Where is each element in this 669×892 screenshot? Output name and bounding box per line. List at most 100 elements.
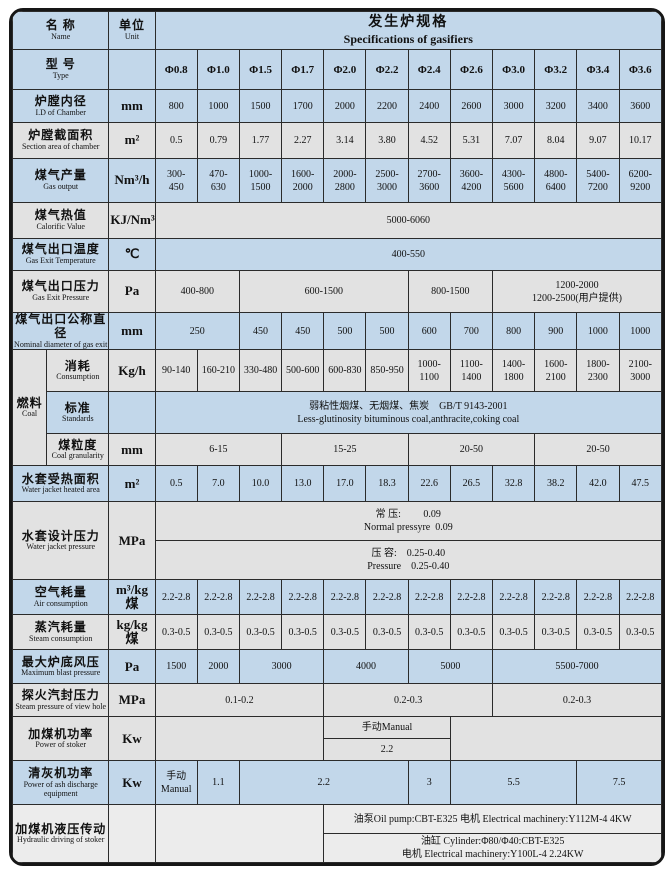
table-cell: 600 — [407, 311, 451, 351]
table-cell: 2.2-2.8 — [196, 579, 240, 616]
table-cell: 800 — [491, 311, 536, 351]
row-label: 煤气出口温度 Gas Exit Temperature — [12, 238, 110, 271]
table-cell: 15-25 — [281, 433, 409, 467]
row-steam: 蒸汽耗量 Steam consumption kg/kg煤 0.3-0.5 0.3-0.… — [12, 614, 662, 651]
header-unit: 单位 Unit — [108, 11, 156, 50]
row-exit-pressure: 煤气出口压力 Gas Exit Pressure Pa 400-800 600-1500… — [12, 270, 662, 313]
row-gas-output: 煤气产量 Gas output Nm³/h 300- 450 470- 630 1000- 15… — [12, 158, 662, 203]
table-cell: 2000 — [196, 649, 240, 685]
table-cell: 400-550 — [154, 238, 662, 271]
table-cell: 18.3 — [365, 465, 409, 503]
table-cell: 0.3-0.5 — [196, 614, 240, 651]
table-cell: 2.2-2.8 — [491, 579, 536, 616]
row-label: 加煤机液压传动 Hydraulic driving of stoker — [12, 804, 110, 864]
table-cell: Φ2.4 — [407, 49, 451, 90]
table-cell: 0.79 — [196, 122, 240, 159]
table-cell: 2.2-2.8 — [365, 579, 409, 616]
unit-cell — [108, 391, 156, 435]
unit-cell: MPa — [108, 501, 156, 581]
table-cell: 9.07 — [576, 122, 620, 159]
table-cell: 0.5 — [154, 465, 198, 503]
table-cell: 0.3-0.5 — [154, 614, 198, 651]
table-cell: 0.3-0.5 — [576, 614, 620, 651]
table-cell: 20-50 — [407, 433, 536, 467]
table-cell: 250 — [154, 311, 240, 351]
unit-cell: mm — [108, 89, 156, 123]
header-spec: 发生炉规格 Specifications of gasifiers — [154, 11, 662, 50]
row-header: 名 称 Name 单位 Unit 发生炉规格 Specifications of gasi… — [12, 11, 662, 50]
table-cell: 700 — [449, 311, 493, 351]
unit-cell: m² — [108, 465, 156, 503]
row-label: 煤气出口公称直径 Nominal diameter of gas exit — [12, 311, 110, 351]
table-cell: Φ2.6 — [449, 49, 493, 90]
table-cell: 450 — [238, 311, 283, 351]
row-chamber-id: 炉膛内径 I.D of Chamber mm 800 1000 1500 1700 2000 2… — [12, 89, 662, 123]
table-cell: 1000 — [576, 311, 620, 351]
unit-cell: Pa — [108, 270, 156, 313]
row-label: 煤气出口压力 Gas Exit Pressure — [12, 270, 110, 313]
row-label: 煤粒度 Coal granularity — [46, 433, 110, 467]
row-label: 探火汽封压力 Steam pressure of view hole — [12, 683, 110, 718]
table-cell: 0.3-0.5 — [491, 614, 536, 651]
row-label: 水套受热面积 Water jacket heated area — [12, 465, 110, 503]
table-cell: 10.17 — [618, 122, 662, 159]
table-cell: 4000 — [323, 649, 409, 685]
table-cell: 160-210 — [196, 349, 240, 393]
table-cell: 800-1500 — [407, 270, 493, 313]
table-cell: 5000-6060 — [154, 202, 662, 239]
table-cell: 2.2-2.8 — [576, 579, 620, 616]
unit-cell: Pa — [108, 649, 156, 685]
unit-cell: ℃ — [108, 238, 156, 271]
row-granularity: 煤粒度 Coal granularity mm 6-15 15-25 20-50 20-50 — [13, 433, 662, 467]
row-consumption: 燃料 Coal 消耗 Consumption Kg/h 90-140 160-210 330-… — [12, 349, 662, 467]
table-cell: 800 — [154, 89, 198, 123]
table-cell: 0.2-0.3 — [323, 683, 493, 718]
table-cell: 22.6 — [407, 465, 451, 503]
table-cell: 500-600 — [281, 349, 325, 393]
table-cell: 4300- 5600 — [491, 158, 536, 203]
row-label: 标准 Standards — [46, 391, 110, 435]
table-cell: 2.2-2.8 — [618, 579, 662, 616]
table-cell: 7.5 — [576, 760, 662, 806]
table-cell: 90-140 — [154, 349, 198, 393]
table-cell: 5400- 7200 — [576, 158, 620, 203]
unit-cell: MPa — [108, 683, 156, 718]
table-cell: 1600- 2100 — [534, 349, 578, 393]
table-cell: 1600- 2000 — [281, 158, 325, 203]
table-cell: 1.77 — [238, 122, 283, 159]
table-cell: Φ3.2 — [534, 49, 578, 90]
table-cell: 3.14 — [323, 122, 367, 159]
table-cell: 3400 — [576, 89, 620, 123]
table-cell: 0.3-0.5 — [618, 614, 662, 651]
table-cell: 2200 — [365, 89, 409, 123]
unit-cell: Kg/h — [108, 349, 156, 393]
table-cell: 330-480 — [238, 349, 283, 393]
row-label: 蒸汽耗量 Steam consumption — [12, 614, 110, 651]
table-cell: 0.5 — [154, 122, 198, 159]
unit-cell: m³/kg煤 — [108, 579, 156, 616]
unit-cell: mm — [108, 433, 156, 467]
table-cell: 5.5 — [449, 760, 578, 806]
table-cell: 2500- 3000 — [365, 158, 409, 203]
table-cell: 4800- 6400 — [534, 158, 578, 203]
table-cell: Φ0.8 — [154, 49, 198, 90]
table-cell: 17.0 — [323, 465, 367, 503]
table-cell: 2600 — [449, 89, 493, 123]
table-cell: 450 — [281, 311, 325, 351]
row-blast: 最大炉底风压 Maximum blast pressure Pa 1500 2000 30… — [12, 649, 662, 685]
table-cell: 47.5 — [618, 465, 662, 503]
table-cell: 2000- 2800 — [323, 158, 367, 203]
row-label: 消耗 Consumption — [46, 349, 110, 393]
table-cell: Φ1.7 — [281, 49, 325, 90]
table-cell: 32.8 — [491, 465, 536, 503]
row-nominal-diameter: 煤气出口公称直径 Nominal diameter of gas exit mm 25… — [12, 311, 662, 351]
table-cell: 600-830 — [323, 349, 367, 393]
table-cell: 13.0 — [281, 465, 325, 503]
table-cell: 0.3-0.5 — [534, 614, 578, 651]
table-cell: 2.2-2.8 — [323, 579, 367, 616]
row-label: 加煤机功率 Power of stoker — [12, 716, 110, 762]
table-cell: 8.04 — [534, 122, 578, 159]
spec-table-body: 名 称 Name 单位 Unit 发生炉规格 Specifications of gasi… — [12, 11, 662, 864]
table-cell: 1700 — [281, 89, 325, 123]
table-cell: 1000 — [618, 311, 662, 351]
